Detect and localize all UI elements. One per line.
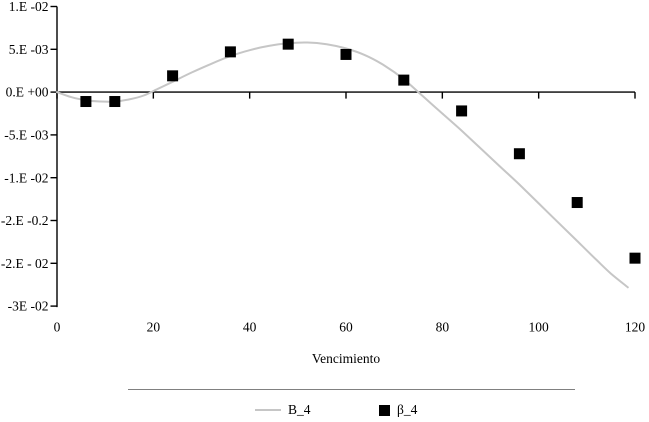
y-tick-label: 0.E +00 <box>6 85 49 100</box>
x-axis-title: Vencimiento <box>311 351 381 366</box>
data-point-square <box>167 70 179 82</box>
y-tick-label: -5.E -03 <box>4 128 48 143</box>
square-marker-icon <box>379 404 390 416</box>
x-tick-label: 60 <box>339 320 353 335</box>
x-tick-label: 100 <box>529 320 550 335</box>
data-point-square <box>282 38 294 50</box>
y-tick-label: 1.E -02 <box>9 0 49 14</box>
data-point-square <box>571 197 583 209</box>
data-point-square <box>340 48 352 60</box>
y-tick-label: -2.E -0.2 <box>1 213 49 228</box>
data-point-square <box>398 74 410 86</box>
y-tick-label: -1.E -02 <box>4 170 48 185</box>
data-point-square <box>80 96 92 108</box>
legend-item-b4: B_4 <box>255 402 311 418</box>
data-point-square <box>109 96 121 108</box>
series-line-b4 <box>56 41 629 289</box>
y-tick-label: 5.E -03 <box>9 42 49 57</box>
line-marker-icon <box>255 409 281 411</box>
x-tick-label: 120 <box>625 320 646 335</box>
legend-divider <box>128 389 575 390</box>
data-point-square <box>224 46 236 58</box>
x-tick-label: 0 <box>54 320 61 335</box>
data-point-square <box>513 148 525 160</box>
legend-label-beta4: β_4 <box>397 402 418 417</box>
x-tick-label: 40 <box>243 320 257 335</box>
data-point-square <box>456 105 468 117</box>
data-point-square <box>629 252 641 264</box>
legend-item-beta4: β_4 <box>379 402 417 418</box>
x-tick-label: 20 <box>147 320 161 335</box>
legend-label-b4: B_4 <box>288 402 311 417</box>
y-tick-label: -2.E - 02 <box>1 256 49 271</box>
y-tick-label: -3E -02 <box>8 299 49 314</box>
x-tick-label: 80 <box>436 320 450 335</box>
